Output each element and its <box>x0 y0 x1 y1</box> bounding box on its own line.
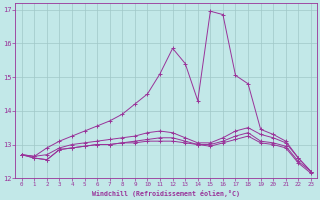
X-axis label: Windchill (Refroidissement éolien,°C): Windchill (Refroidissement éolien,°C) <box>92 190 240 197</box>
